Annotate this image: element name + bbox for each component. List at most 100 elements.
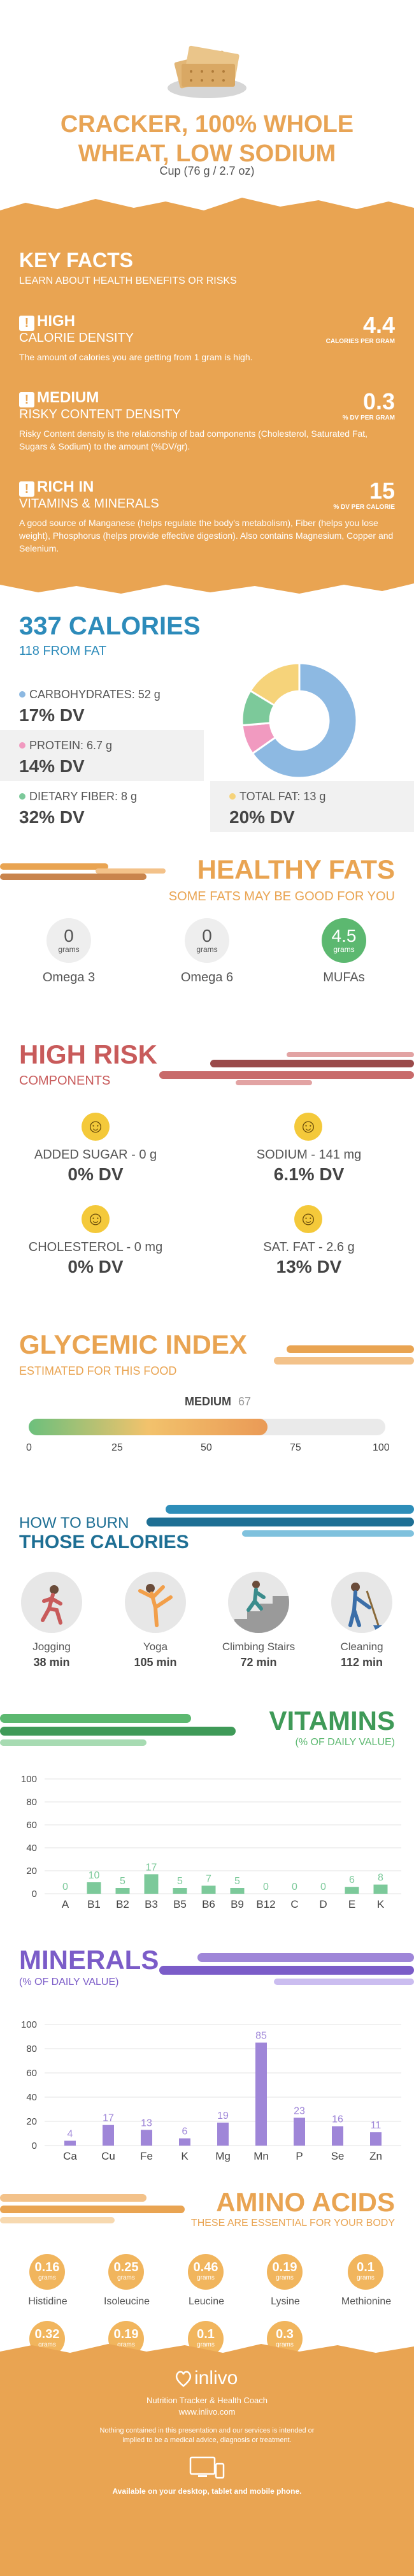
sat-fat-label: SAT. FAT - 2.6 g — [263, 1240, 355, 1254]
vitamins-level: RICH IN — [37, 478, 94, 495]
x-tick-label: B6 — [202, 1898, 215, 1910]
protein-dv: 14% DV — [19, 756, 85, 776]
omega6-circle: 0 grams — [185, 918, 229, 963]
bar-value-label: 16 — [332, 2114, 343, 2125]
calorie-density-block: ! HIGH CALORIE DENSITY The amount of calo… — [19, 312, 395, 363]
bar — [64, 2141, 76, 2146]
x-tick-label: K — [377, 1898, 385, 1910]
calorie-label: CALORIE DENSITY — [19, 331, 134, 345]
y-tick-label: 100 — [21, 1774, 37, 1785]
mufa-label: MUFAs — [323, 970, 365, 984]
bar — [179, 2138, 190, 2146]
x-tick-label: Cu — [101, 2150, 115, 2162]
bar-value-label: 5 — [120, 1876, 125, 1887]
gi-tick: 100 — [373, 1442, 390, 1453]
amino-value: 0.3 — [276, 2327, 294, 2341]
key-facts-subtitle: LEARN ABOUT HEALTH BENEFITS OR RISKS — [19, 275, 237, 286]
amino-label: Isoleucine — [103, 2296, 150, 2307]
x-tick-label: D — [319, 1898, 327, 1910]
added-sugar-dv: 0% DV — [68, 1164, 124, 1184]
heart-logo-icon — [175, 2371, 192, 2387]
jogging-figure — [21, 1572, 82, 1633]
amino-unit: grams — [357, 2274, 375, 2281]
burn-title-line1: HOW TO BURN — [19, 1514, 129, 1532]
amino-stripes — [0, 2194, 185, 2223]
vitamins-stripes — [0, 1714, 236, 1746]
footer-url-link[interactable]: www.inlivo.com — [178, 2407, 236, 2417]
yoga-label: Yoga — [143, 1641, 168, 1653]
x-tick-label: C — [290, 1898, 298, 1910]
bar-value-label: 10 — [89, 1870, 100, 1881]
stairs-figure — [228, 1572, 289, 1633]
fat-dot-icon — [229, 793, 236, 800]
risky-unit: % DV PER GRAM — [342, 414, 395, 421]
header: CRACKER, 100% WHOLE WHEAT, LOW SODIUM Cu… — [0, 0, 414, 177]
sodium-dv: 6.1% DV — [273, 1164, 345, 1184]
risky-value: 0.3 — [362, 388, 395, 414]
macro-donut-chart — [241, 662, 358, 779]
bar-value-label: 0 — [62, 1882, 68, 1892]
sodium-label: SODIUM - 141 mg — [256, 1148, 362, 1162]
warning-icon: ! — [19, 316, 34, 331]
bar-value-label: 5 — [234, 1876, 240, 1887]
calorie-unit: CALORIES PER GRAM — [325, 338, 395, 345]
fat-dv: 20% DV — [229, 807, 295, 827]
amino-value: 0.1 — [357, 2260, 375, 2274]
bar-value-label: 8 — [378, 1873, 383, 1884]
vitamins-subtitle: (% OF DAILY VALUE) — [295, 1737, 395, 1748]
amino-value: 0.32 — [34, 2327, 60, 2341]
mufa-unit: grams — [333, 945, 355, 954]
jogging-label: Jogging — [32, 1641, 71, 1653]
x-tick-label: E — [348, 1898, 355, 1910]
smile-face-icon: ☺ — [82, 1205, 110, 1233]
x-tick-label: B5 — [173, 1898, 187, 1910]
risky-level: MEDIUM — [37, 389, 99, 406]
fiber-dv: 32% DV — [19, 807, 85, 827]
calorie-value: 4.4 — [362, 312, 395, 338]
key-facts-title: KEY FACTS — [19, 249, 133, 272]
high-risk-subtitle: COMPONENTS — [19, 1074, 111, 1088]
gi-tick: 50 — [201, 1442, 212, 1453]
omega3-value: 0 — [64, 926, 74, 946]
amino-circle: 0.25 grams — [108, 2254, 144, 2290]
y-tick-label: 40 — [26, 1843, 37, 1854]
x-tick-label: Ca — [63, 2150, 77, 2162]
x-tick-label: B3 — [145, 1898, 158, 1910]
amino-value: 0.25 — [113, 2260, 139, 2274]
bar-value-label: 7 — [206, 1873, 211, 1884]
bar — [373, 1884, 388, 1894]
bar — [115, 1888, 130, 1894]
bar-value-label: 19 — [217, 2111, 229, 2121]
bar-value-label: 17 — [103, 2113, 114, 2124]
gi-tick: 75 — [290, 1442, 301, 1453]
omega6-unit: grams — [196, 945, 218, 954]
amino-value: 0.1 — [197, 2327, 215, 2341]
y-tick-label: 60 — [26, 2068, 37, 2079]
calorie-value-box: 4.4 CALORIES PER GRAM — [325, 312, 395, 346]
amino-unit: grams — [276, 2274, 294, 2281]
amino-unit: grams — [197, 2274, 215, 2281]
cleaning-icon — [348, 1583, 385, 1630]
minerals-stripes — [159, 1953, 414, 1985]
donut-slice — [249, 662, 301, 707]
x-tick-label: B2 — [116, 1898, 129, 1910]
cleaning-figure — [331, 1572, 392, 1633]
amino-value: 0.16 — [34, 2260, 60, 2274]
product-title: CRACKER, 100% WHOLE WHEAT, LOW SODIUM — [0, 110, 414, 168]
product-title-line2: WHEAT, LOW SODIUM — [78, 140, 336, 167]
smile-face-icon: ☺ — [82, 1113, 110, 1141]
footer-brand: inlivo — [194, 2367, 238, 2389]
bar — [87, 1882, 101, 1894]
amino-label: Methionine — [341, 2296, 392, 2307]
smile-face-icon: ☺ — [294, 1205, 322, 1233]
footer-tagline: Nutrition Tracker & Health Coach — [146, 2396, 268, 2405]
bar — [201, 1885, 216, 1894]
footer-torn-edge — [0, 2344, 414, 2359]
glycemic-value: 67 — [238, 1395, 252, 1408]
minerals-subtitle: (% OF DAILY VALUE) — [19, 1977, 119, 1987]
fat-label: TOTAL FAT: 13 g — [239, 790, 326, 803]
bar — [217, 2122, 229, 2146]
keyfacts-bottom-edge — [0, 577, 414, 594]
protein-dot-icon — [19, 742, 25, 749]
amino-value: 0.46 — [193, 2260, 218, 2274]
